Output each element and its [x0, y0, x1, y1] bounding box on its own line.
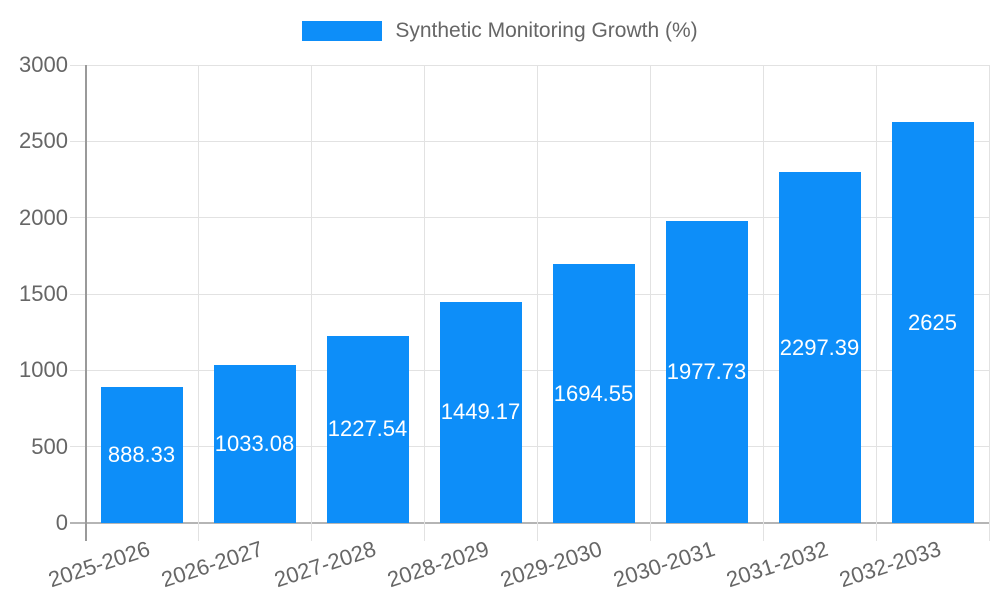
y-tick-label: 3000	[19, 52, 68, 77]
bar	[439, 301, 522, 523]
y-gridline	[70, 140, 989, 142]
bar	[326, 335, 409, 523]
y-tick-label: 0	[55, 510, 68, 535]
bar	[778, 172, 861, 523]
legend-label: Synthetic Monitoring Growth (%)	[395, 19, 698, 42]
x-gridline	[988, 65, 990, 541]
x-gridline	[762, 65, 764, 541]
bar-value-label: 2625	[908, 309, 957, 335]
y-gridline	[70, 369, 989, 371]
x-axis-line	[70, 522, 989, 524]
bar	[552, 264, 635, 523]
bar-value-label: 1227.54	[327, 416, 408, 442]
bar-value-label: 1033.08	[214, 431, 295, 457]
bar-value-label: 1977.73	[666, 359, 747, 385]
chart-legend: Synthetic Monitoring Growth (%)	[0, 19, 1000, 43]
y-tick-label: 1500	[19, 281, 68, 306]
x-tick-label: 2027-2028	[271, 536, 380, 593]
bar	[665, 221, 748, 523]
y-gridline	[70, 217, 989, 219]
bar-value-label: 1449.17	[440, 399, 521, 425]
x-gridline	[197, 65, 199, 541]
x-gridline	[649, 65, 651, 541]
x-tick-label: 2030-2031	[610, 536, 719, 593]
x-gridline	[875, 65, 877, 541]
y-tick-label: 1000	[19, 357, 68, 383]
x-tick-label: 2025-2026	[45, 536, 154, 593]
x-tick-label: 2032-2033	[836, 536, 945, 593]
y-tick-label: 500	[31, 433, 68, 459]
bar	[891, 122, 974, 523]
x-gridline	[310, 65, 312, 541]
y-gridline	[70, 64, 989, 66]
x-gridline	[536, 65, 538, 541]
bar-value-label: 1694.55	[553, 380, 634, 406]
y-gridline	[70, 446, 989, 448]
bar	[100, 387, 183, 523]
y-gridline	[70, 293, 989, 295]
y-axis-line	[84, 65, 87, 541]
y-tick-label: 2500	[19, 128, 68, 154]
x-tick-label: 2029-2030	[497, 536, 606, 593]
bar	[213, 365, 296, 523]
y-tick-label: 2000	[19, 204, 68, 230]
x-gridline	[423, 65, 425, 541]
x-tick-label: 2026-2027	[158, 536, 267, 593]
bar-value-label: 2297.39	[779, 334, 860, 360]
x-tick-label: 2028-2029	[384, 536, 493, 593]
x-tick-label: 2031-2032	[723, 536, 832, 593]
legend-swatch	[302, 21, 383, 41]
bar-value-label: 888.33	[107, 442, 176, 468]
